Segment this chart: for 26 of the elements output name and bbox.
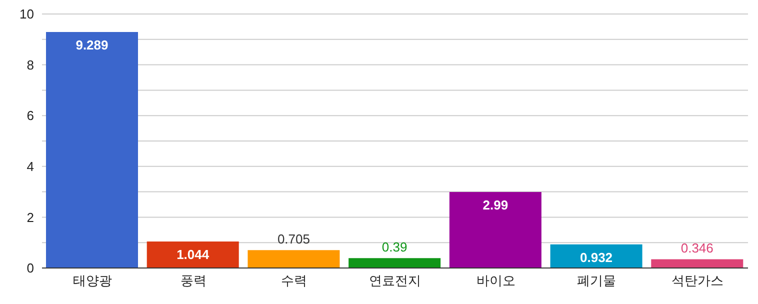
bar xyxy=(651,259,744,268)
bar xyxy=(449,192,542,268)
data-label: 0.705 xyxy=(277,232,310,247)
x-tick-label: 바이오 xyxy=(476,273,516,288)
bar xyxy=(146,241,239,268)
bar xyxy=(348,258,441,268)
data-label: 1.044 xyxy=(176,246,210,262)
x-tick-label: 풍력 xyxy=(180,273,206,288)
x-tick-label: 연료전지 xyxy=(369,273,421,288)
x-tick-label: 태양광 xyxy=(72,273,112,288)
y-tick-label: 2 xyxy=(26,210,34,225)
y-tick-label: 0 xyxy=(26,260,34,276)
bar xyxy=(46,32,138,268)
bar xyxy=(248,250,340,268)
data-label: 9.289 xyxy=(76,37,108,52)
data-label: 0.39 xyxy=(382,240,408,255)
x-tick-label: 폐기물 xyxy=(577,273,616,288)
x-tick-label: 수력 xyxy=(281,273,308,288)
y-tick-label: 4 xyxy=(26,159,34,174)
data-label: 0.346 xyxy=(680,240,714,256)
y-tick-label: 8 xyxy=(26,57,34,72)
data-label: 2.99 xyxy=(482,197,508,212)
data-label: 0.932 xyxy=(580,250,613,265)
y-tick-label: 6 xyxy=(26,108,34,124)
x-tick-label: 석탄가스 xyxy=(672,273,724,288)
y-tick-label: 10 xyxy=(20,6,34,22)
